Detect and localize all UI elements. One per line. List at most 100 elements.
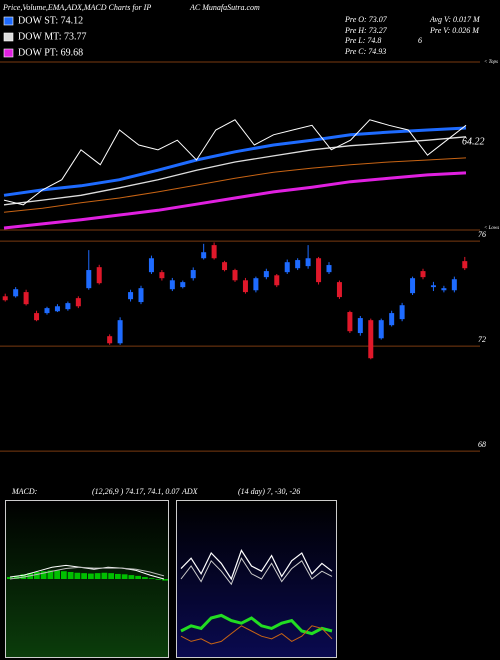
pre-stat: Pre V: 0.026 M [429,26,480,35]
candle-body [86,270,92,289]
histogram-bar [115,573,121,579]
candle-body [336,282,342,298]
histogram-bar [54,570,60,579]
candle-body [378,320,384,339]
candle-body [169,280,175,290]
candle-body [13,289,19,297]
candle-body [54,306,60,312]
candle-body [399,305,405,320]
panel-subtitle: (12,26,9 ) 74.17, 74.1, 0.07 [92,487,180,496]
histogram-bar [61,571,67,579]
series-line [3,119,467,206]
candle-body [357,318,363,334]
histogram-bar [34,571,40,579]
candle-body [65,303,71,310]
pre-stat: Avg V: 0.017 M [429,15,481,24]
pre-stat: 6 [418,36,422,45]
adx-panel [176,500,337,658]
pre-stat: Pre C: 74.93 [344,47,386,56]
candle-body [180,282,186,288]
candle-body [389,313,395,326]
y-tick-label: 72 [478,335,486,344]
candle-body [368,320,374,359]
series-line [180,549,333,581]
candle-body [75,298,81,307]
series-line [3,171,467,230]
histogram-bar [108,573,114,579]
panel-title: MACD: [11,487,38,496]
legend-label: DOW ST: 74.12 [18,15,83,26]
title-left: Price,Volume,EMA,ADX,MACD Charts for IP [2,3,151,12]
histogram-bar [135,575,141,579]
histogram-bar [148,578,155,579]
histogram-bar [162,579,168,581]
candle-body [274,275,280,286]
histogram-bar [128,575,135,579]
pre-stat: Pre H: 73.27 [344,26,388,35]
histogram-bar [101,572,108,579]
series-line [3,126,467,197]
histogram-bar [13,575,20,579]
series-line [9,566,165,580]
title-right: AC MunafaSutra.com [189,3,260,12]
series-line [180,625,333,645]
candle-body [128,292,134,300]
y-tick-label: 76 [478,230,486,239]
candle-body [107,336,113,344]
series-line [180,557,333,586]
legend-swatch [3,16,14,26]
series-line [180,613,333,636]
candle-body [462,261,468,269]
candle-body [253,278,259,291]
candle-body [23,292,29,305]
panel-subtitle: (14 day) 7, -30, -26 [238,487,300,496]
candle-body [34,313,40,321]
candle-body [284,262,290,273]
candle-body [430,285,436,288]
annotation: < Tops [484,60,498,65]
legend-label: DOW PT: 69.68 [18,47,83,58]
histogram-bar [81,573,87,579]
legend-swatch [3,32,14,42]
candle-body [420,271,426,278]
legend-swatch [3,48,14,58]
candle-body [441,288,447,291]
candle-body [138,288,144,303]
candle-body [201,252,207,259]
series-line [9,564,165,580]
candle-body [44,308,50,314]
histogram-bar [7,577,13,579]
candle-body [305,258,311,267]
series-line [3,157,467,213]
histogram-bar [40,571,47,579]
histogram-bar [67,571,74,579]
candle-body [242,280,248,293]
candle-body [326,265,332,273]
candle-body [96,267,102,284]
candle-body [159,272,165,279]
candle-body [410,278,416,294]
candle-body [263,271,269,278]
candle-body [232,270,238,281]
histogram-bar [121,574,128,579]
candle-body [190,270,196,279]
histogram-bar [74,572,81,579]
histogram-bar [155,579,162,580]
candle-body [347,312,353,332]
legend-label: DOW MT: 73.77 [18,31,86,42]
y-tick-label: 68 [478,440,486,449]
pre-stat: Pre O: 73.07 [344,15,388,24]
histogram-bar [94,573,101,579]
histogram-bar [88,573,94,579]
annotation: 64.22 [462,136,485,147]
candle-body [295,260,301,269]
candle-body [2,296,8,301]
histogram-bar [47,570,54,579]
series-line [3,136,467,206]
histogram-bar [142,577,148,579]
candle-body [117,320,123,344]
candle-body [316,258,322,283]
panel-title: ADX [181,487,199,496]
annotation: < Lows [484,226,499,231]
